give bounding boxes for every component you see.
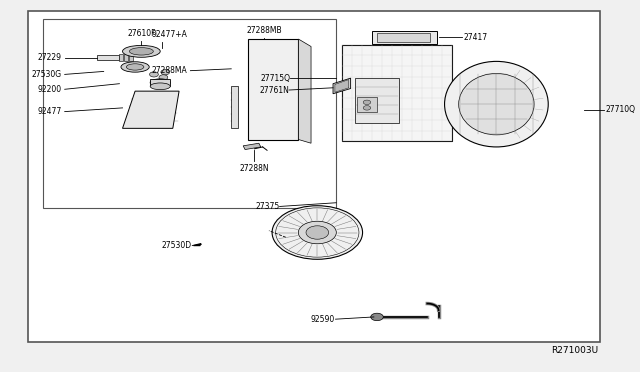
Bar [43, 19, 336, 208]
Circle shape [306, 226, 328, 239]
Text: 92477: 92477 [37, 107, 61, 116]
Text: 27610F: 27610F [127, 29, 156, 38]
Bar [129, 54, 133, 61]
Bar [357, 97, 377, 112]
Ellipse shape [445, 61, 548, 147]
Bar [355, 78, 399, 123]
Bar [231, 86, 237, 128]
Polygon shape [122, 91, 179, 128]
Bar [342, 45, 452, 141]
Bar [372, 31, 436, 44]
Circle shape [298, 221, 336, 244]
Circle shape [371, 313, 383, 321]
Text: 27375: 27375 [255, 202, 280, 211]
Bar [377, 33, 431, 42]
Circle shape [272, 206, 362, 259]
Ellipse shape [150, 83, 170, 90]
Ellipse shape [122, 45, 160, 57]
Text: 27288MA: 27288MA [152, 66, 188, 75]
Text: 27417: 27417 [464, 33, 488, 42]
Text: 27710Q: 27710Q [605, 105, 635, 114]
Bar [248, 39, 298, 140]
Text: 27288N: 27288N [239, 164, 269, 173]
Polygon shape [333, 78, 351, 94]
Text: 27288MB: 27288MB [246, 26, 282, 35]
Text: 27229: 27229 [38, 53, 61, 62]
Bar [97, 55, 120, 60]
Bar [120, 54, 123, 61]
Text: 92590: 92590 [310, 315, 335, 324]
Polygon shape [243, 143, 260, 150]
Bar [124, 54, 128, 61]
Polygon shape [193, 244, 201, 246]
Ellipse shape [121, 62, 149, 72]
Text: 92200: 92200 [38, 85, 61, 94]
Polygon shape [335, 80, 349, 92]
Polygon shape [298, 39, 311, 143]
Text: 27761N: 27761N [259, 86, 289, 94]
Text: 92477+A: 92477+A [152, 30, 188, 39]
Bar [28, 11, 600, 342]
Circle shape [159, 75, 168, 80]
Text: R271003U: R271003U [551, 346, 598, 355]
Bar [150, 79, 170, 86]
Circle shape [150, 72, 158, 77]
Ellipse shape [459, 74, 534, 135]
Text: 27530G: 27530G [31, 70, 61, 79]
Circle shape [363, 106, 371, 110]
Circle shape [161, 70, 170, 75]
Circle shape [363, 100, 371, 105]
Text: 27530D: 27530D [161, 241, 191, 250]
Ellipse shape [129, 48, 154, 55]
Ellipse shape [150, 79, 170, 86]
Ellipse shape [126, 64, 144, 70]
Text: 27715Q: 27715Q [260, 74, 291, 83]
